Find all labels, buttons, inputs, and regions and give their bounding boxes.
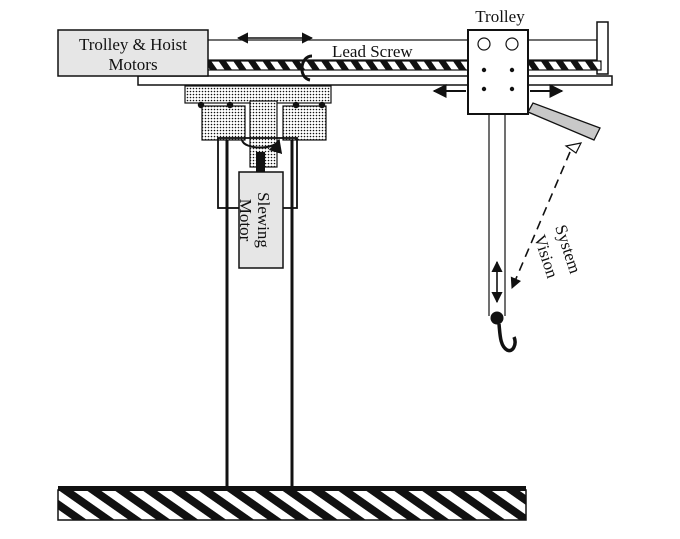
- slewing-label-line2: Motor: [236, 199, 255, 242]
- bearing-1: [197, 101, 205, 109]
- ground-surface: [58, 486, 526, 491]
- slew-left-block: [201, 105, 246, 141]
- slew-right-block: [282, 105, 327, 141]
- motors-label-line2: Motors: [108, 55, 157, 74]
- slew-rotation-arrow: [241, 138, 283, 155]
- ground-hatch: [57, 489, 527, 521]
- motors-label-line1: Trolley & Hoist: [79, 35, 187, 54]
- motor-coupling: [256, 152, 265, 172]
- lead-screw: [204, 60, 602, 71]
- trolley-box: [467, 29, 529, 115]
- bearing-3: [292, 101, 300, 109]
- trolley-pin-2: [509, 67, 515, 73]
- trolley-wheel-right: [505, 37, 519, 51]
- bearing-2: [226, 101, 234, 109]
- bearing-4: [318, 101, 326, 109]
- hook-block: [490, 311, 504, 325]
- screw-rotation-arrow: [300, 54, 313, 82]
- slewing-motor-box: [238, 171, 284, 269]
- motors-box: [57, 29, 209, 77]
- trolley-pin-1: [481, 67, 487, 73]
- trolley-label: Trolley: [475, 7, 525, 26]
- lead-screw-label: Lead Screw: [332, 42, 413, 61]
- vision-sight-line: [510, 151, 571, 290]
- slewing-label-line1: Slewing: [254, 192, 273, 248]
- camera-lens: [564, 142, 583, 154]
- trolley-pin-3: [481, 86, 487, 92]
- hook: [497, 323, 517, 353]
- trolley-pin-4: [509, 86, 515, 92]
- jib-beam: [137, 75, 613, 86]
- camera-body: [527, 102, 601, 141]
- end-stop-post: [596, 21, 609, 75]
- trolley-wheel-left: [477, 37, 491, 51]
